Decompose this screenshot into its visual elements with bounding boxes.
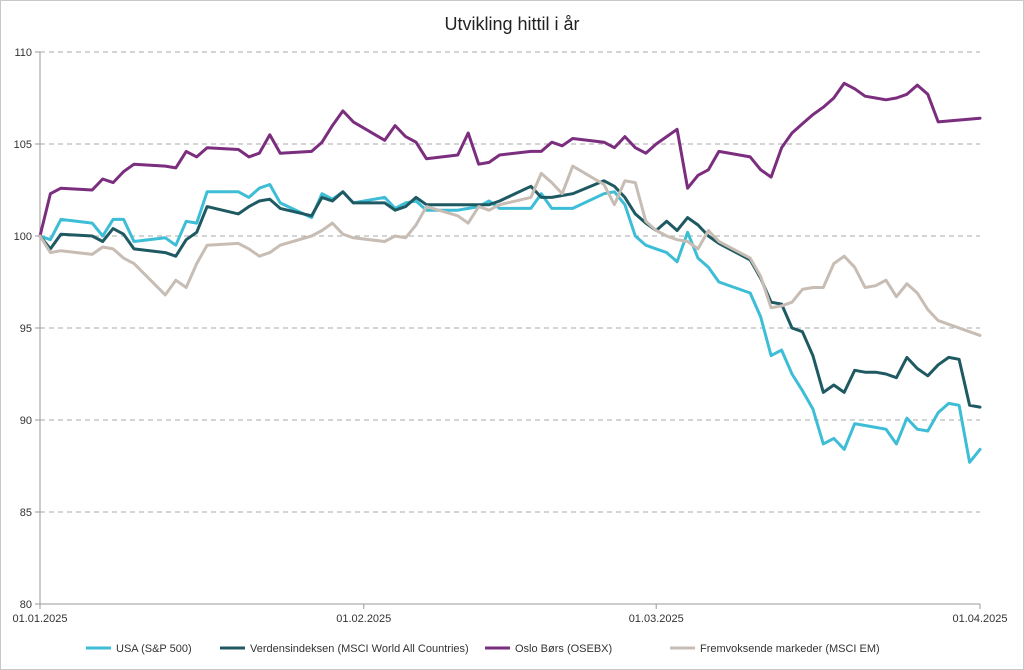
series-line-2	[38, 81, 982, 238]
y-tick-label-80: 80	[20, 599, 32, 611]
y-tick-label-105: 105	[14, 139, 32, 151]
legend-label-0: USA (S&P 500)	[116, 643, 192, 655]
legend-label-2: Oslo Børs (OSEBX)	[515, 643, 612, 655]
x-tick-label-3: 01.04.2025	[952, 613, 1007, 625]
axes: 80 85 90 95 100 105 110 01.01.2025 01.02.2025 01.…	[12, 47, 1007, 625]
y-tick-label-85: 85	[20, 507, 32, 519]
series-line-1	[38, 179, 982, 409]
x-tick-label-2: 01.03.2025	[629, 613, 684, 625]
series-line-0	[38, 183, 982, 464]
series-line-3	[38, 164, 982, 337]
gridlines	[40, 51, 980, 513]
legend: USA (S&P 500) Verdensindeksen (MSCI World…	[86, 643, 880, 655]
legend-label-1: Verdensindeksen (MSCI World All Countrie…	[250, 643, 469, 655]
legend-label-3: Fremvoksende markeder (MSCI EM)	[700, 643, 880, 655]
chart-title: Utvikling hittil i år	[444, 14, 580, 34]
y-tick-label-110: 110	[14, 47, 32, 59]
x-tick-label-0: 01.01.2025	[12, 613, 67, 625]
x-tick-label-1: 01.02.2025	[336, 613, 391, 625]
y-tick-label-100: 100	[14, 231, 32, 243]
y-tick-label-95: 95	[20, 323, 32, 335]
y-tick-label-90: 90	[20, 415, 32, 427]
series-lines	[38, 81, 982, 464]
